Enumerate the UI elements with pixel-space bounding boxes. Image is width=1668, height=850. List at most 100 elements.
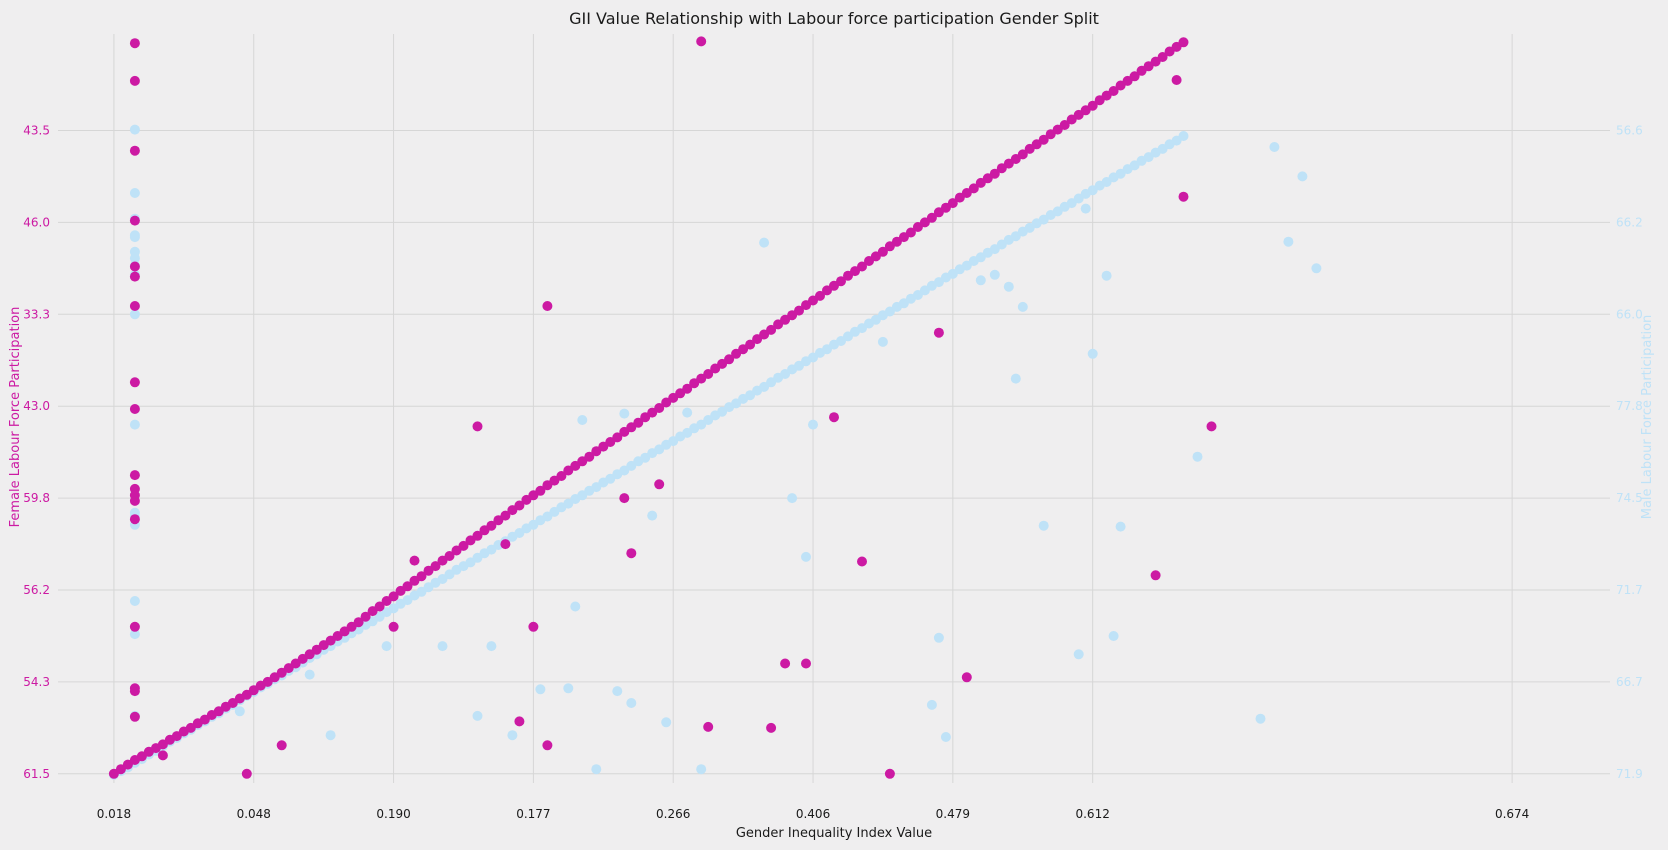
female-data-point bbox=[877, 246, 888, 257]
female-data-point bbox=[584, 451, 595, 462]
female-data-point bbox=[989, 168, 1000, 179]
male-data-point bbox=[129, 188, 140, 198]
female-data-point bbox=[703, 369, 714, 379]
female-data-point bbox=[1150, 570, 1161, 581]
male-data-point bbox=[1269, 142, 1280, 152]
male-data-point bbox=[1073, 649, 1084, 660]
male-data-point bbox=[1101, 270, 1112, 281]
male-data-point bbox=[234, 706, 245, 717]
male-data-point bbox=[129, 596, 140, 606]
female-data-point bbox=[961, 672, 972, 683]
female-data-point bbox=[724, 354, 735, 365]
female-data-point bbox=[409, 555, 420, 566]
female-data-point bbox=[129, 301, 140, 311]
male-data-point bbox=[1297, 171, 1308, 182]
female-data-point bbox=[857, 261, 867, 272]
male-data-point bbox=[1178, 131, 1189, 141]
right-y-axis-ticks: 71.9 66.7 71.7 74.5 77.8 66.0 66.2 56.6 bbox=[1616, 123, 1643, 780]
male-data-point bbox=[682, 407, 693, 418]
x-tick-label: 0.018 bbox=[97, 807, 131, 821]
male-data-point bbox=[472, 710, 483, 721]
male-data-point bbox=[926, 699, 937, 710]
female-data-point bbox=[947, 198, 958, 209]
female-data-point bbox=[905, 227, 916, 238]
left-y-tick-label: 54.3 bbox=[23, 675, 50, 689]
right-y-tick-label: 66.2 bbox=[1616, 215, 1643, 229]
female-data-point bbox=[654, 403, 665, 413]
male-data-point bbox=[486, 641, 497, 652]
male-data-point bbox=[535, 684, 546, 695]
male-data-point bbox=[759, 237, 770, 248]
male-data-point bbox=[129, 246, 140, 257]
female-data-point bbox=[129, 514, 140, 525]
x-tick-label: 0.048 bbox=[237, 807, 271, 821]
female-data-point bbox=[416, 571, 427, 582]
female-data-point bbox=[857, 556, 867, 567]
female-data-point bbox=[430, 561, 441, 572]
female-data-point bbox=[1206, 421, 1217, 432]
male-data-point bbox=[1087, 348, 1098, 359]
female-data-point bbox=[1017, 149, 1028, 160]
female-data-point bbox=[1178, 191, 1189, 202]
x-tick-label: 0.266 bbox=[656, 807, 690, 821]
x-tick-label: 0.674 bbox=[1495, 807, 1529, 821]
female-data-point bbox=[458, 540, 469, 551]
female-data-point bbox=[129, 261, 140, 272]
female-data-point bbox=[836, 276, 846, 287]
male-data-point bbox=[619, 408, 630, 419]
female-data-point bbox=[528, 621, 539, 632]
x-tick-label: 0.406 bbox=[796, 807, 830, 821]
female-data-point bbox=[633, 417, 644, 428]
left-y-axis-label: Female Labour Force Participation bbox=[8, 307, 23, 528]
female-data-point bbox=[619, 493, 630, 504]
male-data-point bbox=[989, 269, 1000, 280]
left-y-tick-label: 56.2 bbox=[23, 583, 50, 597]
female-data-point bbox=[1087, 100, 1098, 111]
male-data-point bbox=[933, 632, 944, 643]
female-data-point bbox=[815, 290, 825, 301]
left-y-tick-label: 33.3 bbox=[23, 307, 50, 321]
male-data-point bbox=[1283, 236, 1294, 247]
right-y-tick-label: 71.7 bbox=[1616, 583, 1643, 597]
female-data-point bbox=[241, 768, 252, 779]
female-data-point bbox=[1108, 86, 1119, 96]
male-data-point bbox=[437, 641, 448, 652]
male-data-point bbox=[975, 275, 986, 286]
female-data-point bbox=[486, 520, 497, 531]
female-data-point bbox=[1038, 134, 1049, 145]
male-data-point bbox=[801, 551, 811, 562]
female-data-point bbox=[500, 539, 511, 550]
male-data-point bbox=[647, 510, 658, 521]
male-data-point bbox=[1017, 301, 1028, 312]
female-data-point bbox=[745, 339, 756, 350]
female-data-point bbox=[556, 471, 567, 481]
male-data-point bbox=[661, 717, 672, 728]
male-data-point bbox=[612, 686, 623, 697]
female-data-point bbox=[801, 658, 811, 669]
female-data-point bbox=[696, 36, 707, 47]
male-data-point bbox=[304, 669, 315, 680]
female-data-point bbox=[360, 611, 371, 622]
male-data-point bbox=[1080, 203, 1091, 214]
x-axis-label: Gender Inequality Index Value bbox=[736, 826, 932, 841]
right-y-tick-label: 74.5 bbox=[1616, 491, 1643, 505]
female-data-point bbox=[129, 75, 140, 86]
male-data-point bbox=[940, 732, 951, 742]
female-data-point bbox=[514, 716, 525, 727]
x-tick-label: 0.479 bbox=[936, 807, 970, 821]
male-data-point bbox=[325, 730, 336, 741]
male-data-point bbox=[129, 419, 140, 430]
female-data-point bbox=[374, 601, 385, 612]
male-data-point bbox=[1010, 373, 1021, 384]
female-data-point bbox=[514, 500, 525, 511]
right-y-tick-label: 77.8 bbox=[1616, 399, 1643, 413]
female-data-point bbox=[129, 377, 140, 388]
female-data-point bbox=[1178, 37, 1189, 48]
female-data-point bbox=[933, 327, 944, 338]
female-data-point bbox=[444, 551, 455, 561]
x-tick-label: 0.177 bbox=[516, 807, 550, 821]
female-data-point bbox=[129, 38, 140, 49]
male-data-point bbox=[1003, 281, 1014, 292]
female-data-point bbox=[129, 683, 140, 694]
